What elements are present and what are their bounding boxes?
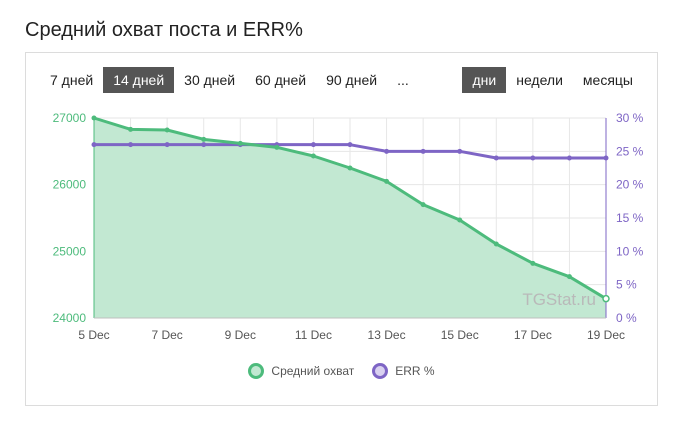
reach-point: [602, 294, 610, 303]
reach-point: [384, 178, 390, 184]
legend-label: ERR %: [395, 364, 435, 378]
err-point: [164, 142, 170, 148]
y-left-tick-label: 25000: [53, 244, 87, 258]
reach-area: [94, 118, 606, 318]
range-tabs: 7 дней 14 дней 30 дней 60 дней 90 дней...: [40, 67, 419, 93]
watermark: TGStat.ru: [522, 290, 596, 309]
err-point: [493, 155, 499, 161]
y-right-tick-label: 0 %: [616, 311, 637, 325]
y-left-tick-label: 27000: [53, 111, 87, 125]
x-tick-label: 5 Dec: [78, 328, 109, 342]
granularity-tab-2[interactable]: месяцы: [582, 72, 633, 88]
y-left-tick-label: 24000: [53, 311, 87, 325]
y-right-tick-label: 15 %: [616, 211, 644, 225]
err-point: [603, 155, 609, 161]
range-tab-5[interactable]: ...: [397, 72, 409, 88]
reach-point: [274, 144, 280, 150]
err-point: [128, 142, 134, 148]
y-right-tick-label: 10 %: [616, 244, 644, 258]
line-chart: 24000 25000 26000 27000 0 % 5 % 10 % 15 % 20 % 25…: [53, 111, 644, 342]
page-title: Средний охват поста и ERR%: [25, 19, 303, 41]
reach-point: [530, 260, 536, 266]
err-point: [420, 148, 426, 154]
reach-point: [237, 140, 243, 146]
err-point: [457, 148, 463, 154]
x-tick-label: 11 Dec: [295, 328, 332, 342]
err-point: [201, 142, 207, 148]
legend-swatch: [248, 363, 265, 379]
err-point: [347, 142, 353, 148]
legend-item-0[interactable]: Средний охват: [248, 363, 354, 379]
granularity-tab-1[interactable]: недели: [516, 72, 563, 88]
x-tick-label: 15 Dec: [441, 328, 479, 342]
x-tick-label: 13 Dec: [368, 328, 406, 342]
err-point: [91, 142, 97, 148]
reach-point: [164, 127, 170, 133]
reach-point: [128, 126, 134, 132]
reach-point: [420, 202, 426, 208]
x-tick-label: 7 Dec: [151, 328, 182, 342]
range-tab-1[interactable]: 14 дней: [103, 67, 175, 93]
y-right-tick-label: 25 %: [616, 144, 644, 158]
err-point: [566, 155, 572, 161]
err-point: [384, 148, 390, 154]
legend-item-1[interactable]: ERR %: [372, 363, 435, 379]
reach-point: [457, 217, 463, 223]
range-tab-0[interactable]: 7 дней: [50, 72, 94, 88]
reach-point: [310, 153, 316, 159]
reach-point: [347, 165, 353, 171]
y-left-tick-label: 26000: [53, 178, 87, 192]
granularity-tab-0[interactable]: дни: [462, 67, 507, 93]
chart-panel: 7 дней 14 дней 30 дней 60 дней 90 дней... дн…: [25, 52, 658, 406]
err-point: [310, 142, 316, 148]
chart-legend: Средний охват ERR %: [26, 363, 657, 379]
range-tab-3[interactable]: 60 дней: [255, 72, 307, 88]
reach-point: [493, 241, 499, 247]
y-right-tick-label: 20 %: [616, 178, 644, 192]
reach-point: [566, 274, 572, 280]
x-tick-label: 19 Dec: [587, 328, 625, 342]
y-right-tick-label: 30 %: [616, 111, 644, 125]
legend-swatch: [372, 363, 389, 379]
x-tick-label: 9 Dec: [225, 328, 256, 342]
y-right-tick-label: 5 %: [616, 278, 637, 292]
range-tab-4[interactable]: 90 дней: [326, 72, 378, 88]
granularity-tabs: дни недели месяцы: [462, 67, 643, 93]
reach-point: [201, 136, 207, 142]
reach-point: [91, 115, 97, 121]
x-tick-label: 17 Dec: [514, 328, 552, 342]
err-point: [530, 155, 536, 161]
range-tab-2[interactable]: 30 дней: [184, 72, 236, 88]
legend-label: Средний охват: [271, 364, 355, 378]
